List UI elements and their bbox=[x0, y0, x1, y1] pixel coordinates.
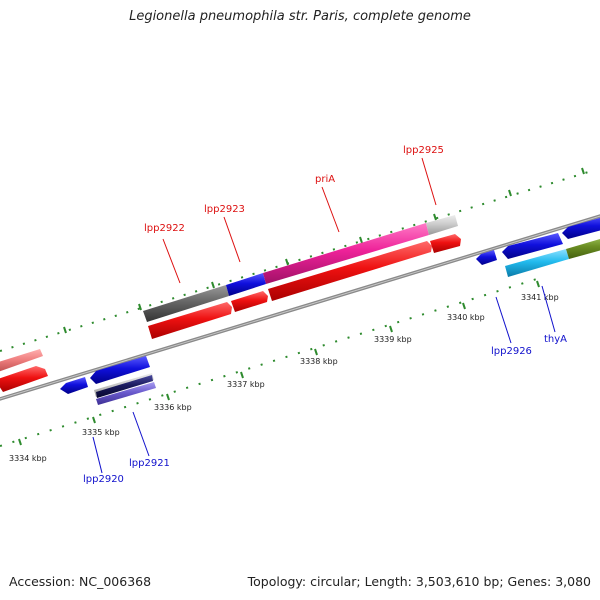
gene-purple[interactable] bbox=[96, 382, 156, 405]
tick-label-3337: 3337 kbp bbox=[227, 380, 265, 389]
scale-tick-labels: 3334 kbp 3335 kbp 3336 kbp 3337 kbp 3338… bbox=[9, 293, 559, 463]
gene-lpp2920[interactable] bbox=[60, 377, 88, 394]
gene-salmon[interactable] bbox=[0, 349, 43, 372]
label-leaders bbox=[92, 157, 556, 474]
label-lpp2921: lpp2921 bbox=[129, 458, 170, 469]
gene-blue-2[interactable] bbox=[90, 356, 150, 384]
gene-red-3[interactable] bbox=[268, 241, 432, 301]
gene-lpp2922[interactable] bbox=[143, 285, 229, 322]
outer-scale-dots bbox=[0, 169, 596, 352]
tick-label-3340: 3340 kbp bbox=[447, 313, 485, 322]
tick-label-3341: 3341 kbp bbox=[521, 293, 559, 302]
gene-red-left[interactable] bbox=[0, 366, 48, 392]
gene-thya[interactable] bbox=[505, 249, 569, 277]
gene-navy[interactable] bbox=[96, 375, 153, 398]
label-pria: priA bbox=[315, 174, 335, 185]
gene-red-4[interactable] bbox=[430, 234, 461, 253]
gene-red-2[interactable] bbox=[231, 291, 268, 312]
inner-scale-ticks bbox=[18, 280, 540, 446]
genome-title: Legionella pneumophila str. Paris, compl… bbox=[129, 9, 471, 24]
tick-label-3335: 3335 kbp bbox=[82, 428, 120, 437]
inner-scale-dots bbox=[0, 277, 541, 447]
gene-lpp2926[interactable] bbox=[476, 250, 497, 265]
genome-stats-text: Topology: circular; Length: 3,503,610 bp… bbox=[247, 574, 591, 589]
label-lpp2923: lpp2923 bbox=[204, 204, 245, 215]
gene-lpp2925[interactable] bbox=[426, 215, 458, 235]
label-lpp2920: lpp2920 bbox=[83, 474, 124, 485]
accession-text: Accession: NC_006368 bbox=[9, 574, 152, 589]
label-lpp2925: lpp2925 bbox=[403, 145, 444, 156]
gene-lpp2923[interactable] bbox=[226, 273, 266, 296]
tick-label-3338: 3338 kbp bbox=[300, 357, 338, 366]
tick-label-3334: 3334 kbp bbox=[9, 454, 47, 463]
forward-genes bbox=[0, 215, 461, 392]
gene-red-1[interactable] bbox=[148, 302, 232, 339]
outer-scale-ticks bbox=[63, 167, 585, 334]
gene-pria[interactable] bbox=[263, 223, 429, 284]
gene-blue-right-2[interactable] bbox=[562, 215, 600, 239]
label-lpp2926: lpp2926 bbox=[491, 346, 532, 357]
gene-olive[interactable] bbox=[566, 236, 600, 259]
tick-label-3339: 3339 kbp bbox=[374, 335, 412, 344]
gene-labels: lpp2922 lpp2923 priA lpp2925 lpp2920 lpp… bbox=[83, 145, 567, 485]
label-thya: thyA bbox=[544, 334, 567, 345]
label-lpp2922: lpp2922 bbox=[144, 223, 185, 234]
gene-blue-right-1[interactable] bbox=[502, 233, 563, 259]
tick-label-3336: 3336 kbp bbox=[154, 403, 192, 412]
genome-backbone bbox=[0, 214, 600, 401]
reverse-genes bbox=[60, 215, 600, 405]
